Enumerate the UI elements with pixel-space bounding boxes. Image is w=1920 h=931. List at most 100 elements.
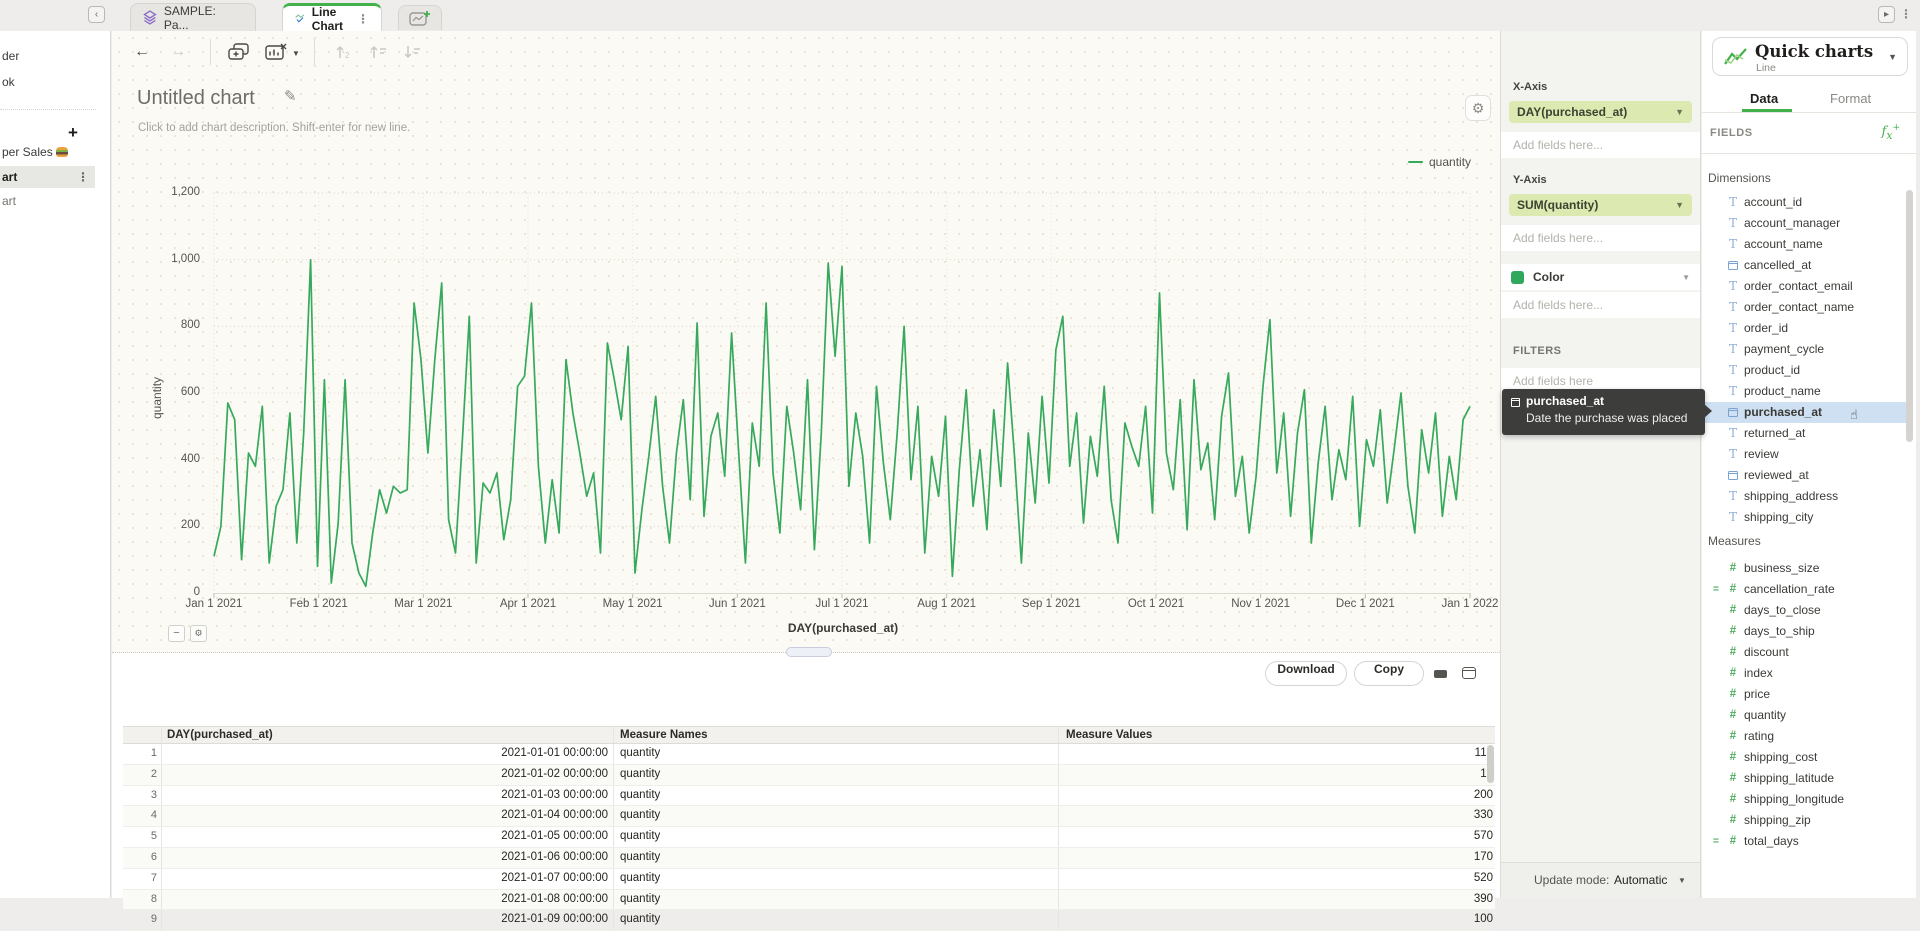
field-item-rating[interactable]: #rating: [1702, 726, 1907, 747]
field-item-index[interactable]: #index: [1702, 663, 1907, 684]
table-row[interactable]: 72021-01-07 00:00:00quantity520: [123, 869, 1495, 890]
field-item-product_name[interactable]: Tproduct_name: [1702, 381, 1907, 402]
corner-menu-icon[interactable]: ⋮: [1900, 7, 1912, 21]
field-item-cancellation_rate[interactable]: =#cancellation_rate: [1702, 579, 1907, 600]
add-calculation-icon[interactable]: fx+: [1882, 123, 1900, 142]
cell-measure-name: quantity: [620, 747, 660, 759]
chevron-down-icon[interactable]: ▼: [1682, 273, 1690, 282]
sidebar-item-clipped-1[interactable]: der: [2, 49, 19, 63]
field-item-returned_at[interactable]: Treturned_at: [1702, 423, 1907, 444]
chart-settings-button[interactable]: ⚙: [1465, 95, 1491, 121]
color-section-row[interactable]: Color ▼: [1501, 264, 1700, 290]
field-item-days_to_ship[interactable]: #days_to_ship: [1702, 621, 1907, 642]
cell-date: 2021-01-09 00:00:00: [163, 913, 608, 925]
table-row[interactable]: 42021-01-04 00:00:00quantity330: [123, 806, 1495, 827]
field-item-shipping_address[interactable]: Tshipping_address: [1702, 486, 1907, 507]
collapse-table-icon[interactable]: [1434, 670, 1447, 678]
fields-scrollbar-thumb[interactable]: [1906, 190, 1913, 442]
chart-title[interactable]: Untitled chart: [137, 87, 255, 110]
field-item-days_to_close[interactable]: #days_to_close: [1702, 600, 1907, 621]
cell-date: 2021-01-02 00:00:00: [163, 768, 608, 780]
table-scrollbar-thumb[interactable]: [1487, 745, 1494, 783]
field-item-account_name[interactable]: Taccount_name: [1702, 234, 1907, 255]
col-header-measure-names[interactable]: Measure Names: [620, 729, 708, 741]
y-axis-field-pill[interactable]: SUM(quantity) ▼: [1509, 194, 1692, 216]
table-row[interactable]: 92021-01-09 00:00:00quantity100: [123, 910, 1495, 931]
field-item-business_size[interactable]: #business_size: [1702, 558, 1907, 579]
field-item-shipping_zip[interactable]: #shipping_zip: [1702, 810, 1907, 831]
text-field-icon: T: [1726, 192, 1740, 213]
undo-icon[interactable]: ←: [134, 43, 150, 61]
chevron-down-icon[interactable]: ▼: [1678, 876, 1686, 885]
collapse-sidebar-icon[interactable]: ‹: [88, 6, 105, 23]
tab-workbook[interactable]: SAMPLE: Pa...: [130, 3, 256, 31]
field-item-shipping_city[interactable]: Tshipping_city: [1702, 507, 1907, 528]
chart-type-caret-icon[interactable]: ▼: [292, 49, 300, 58]
divider-drag-handle[interactable]: [786, 647, 832, 657]
sidebar-item-active-chart[interactable]: art ⋮: [0, 166, 95, 188]
field-item-review[interactable]: Treview: [1702, 444, 1907, 465]
tab-format[interactable]: Format: [1830, 91, 1871, 106]
field-item-discount[interactable]: #discount: [1702, 642, 1907, 663]
chart-options-button[interactable]: ⚙: [190, 625, 207, 642]
field-name: payment_cycle: [1744, 339, 1824, 360]
redo-icon[interactable]: →: [170, 43, 186, 61]
table-row[interactable]: 22021-01-02 00:00:00quantity10: [123, 765, 1495, 786]
update-mode-value[interactable]: Automatic: [1614, 873, 1667, 887]
x-axis-field-pill[interactable]: DAY(purchased_at) ▼: [1509, 101, 1692, 123]
table-row[interactable]: 82021-01-08 00:00:00quantity390: [123, 890, 1495, 911]
tab-data[interactable]: Data: [1750, 91, 1778, 106]
sidebar-item-dataset[interactable]: per Sales: [2, 145, 68, 159]
line-chart-plot[interactable]: [205, 185, 1480, 599]
maximize-table-icon[interactable]: [1462, 667, 1476, 679]
table-row[interactable]: 32021-01-03 00:00:00quantity200: [123, 786, 1495, 807]
tab-line-chart[interactable]: Line Chart ⋮: [282, 3, 382, 31]
field-item-product_id[interactable]: Tproduct_id: [1702, 360, 1907, 381]
field-item-reviewed_at[interactable]: reviewed_at: [1702, 465, 1907, 486]
cell-measure-name: quantity: [620, 851, 660, 863]
add-page-button[interactable]: +: [68, 123, 78, 143]
cell-measure-name: quantity: [620, 913, 660, 925]
color-add-fields-drop[interactable]: Add fields here...: [1501, 292, 1700, 318]
expand-panel-icon[interactable]: ▸: [1878, 6, 1895, 23]
field-item-payment_cycle[interactable]: Tpayment_cycle: [1702, 339, 1907, 360]
x-tick-label: Aug 1 2021: [900, 598, 994, 610]
quick-charts-selector[interactable]: Quick charts Line ▼: [1712, 37, 1908, 76]
field-item-order_contact_email[interactable]: Torder_contact_email: [1702, 276, 1907, 297]
col-header-measure-values[interactable]: Measure Values: [1066, 729, 1152, 741]
chevron-down-icon[interactable]: ▼: [1675, 101, 1684, 123]
field-item-total_days[interactable]: =#total_days: [1702, 831, 1907, 852]
x-axis-add-fields-drop[interactable]: Add fields here...: [1501, 132, 1700, 158]
chevron-down-icon[interactable]: ▼: [1675, 194, 1684, 216]
table-row[interactable]: 52021-01-05 00:00:00quantity570: [123, 827, 1495, 848]
field-item-purchased_at[interactable]: purchased_at☝: [1702, 402, 1907, 423]
field-item-account_id[interactable]: Taccount_id: [1702, 192, 1907, 213]
sidebar-divider: [0, 109, 96, 110]
tab-menu-icon[interactable]: ⋮: [357, 12, 369, 26]
duplicate-element-icon[interactable]: [227, 42, 251, 62]
field-item-order_id[interactable]: Torder_id: [1702, 318, 1907, 339]
download-button[interactable]: Download: [1265, 661, 1347, 686]
sidebar-item-clipped-2[interactable]: ok: [2, 75, 15, 89]
chevron-down-icon[interactable]: ▼: [1888, 52, 1897, 62]
sidebar-item-menu-icon[interactable]: ⋮: [77, 166, 89, 188]
field-item-cancelled_at[interactable]: cancelled_at: [1702, 255, 1907, 276]
field-item-shipping_cost[interactable]: #shipping_cost: [1702, 747, 1907, 768]
copy-button[interactable]: Copy: [1354, 661, 1424, 686]
edit-title-icon[interactable]: ✎: [284, 87, 297, 105]
field-item-account_manager[interactable]: Taccount_manager: [1702, 213, 1907, 234]
field-item-order_contact_name[interactable]: Torder_contact_name: [1702, 297, 1907, 318]
table-row[interactable]: 12021-01-01 00:00:00quantity110: [123, 744, 1495, 765]
table-row[interactable]: 62021-01-06 00:00:00quantity170: [123, 848, 1495, 869]
field-item-shipping_longitude[interactable]: #shipping_longitude: [1702, 789, 1907, 810]
col-header-date[interactable]: DAY(purchased_at): [167, 729, 273, 741]
delete-chart-icon[interactable]: [264, 42, 288, 62]
chart-description-placeholder[interactable]: Click to add chart description. Shift-en…: [138, 122, 410, 134]
new-page-button[interactable]: [398, 5, 442, 30]
y-axis-add-fields-drop[interactable]: Add fields here...: [1501, 225, 1700, 251]
field-item-quantity[interactable]: #quantity: [1702, 705, 1907, 726]
sidebar-item-chart-2[interactable]: art: [2, 194, 16, 208]
collapse-chart-button[interactable]: −: [168, 625, 185, 642]
field-item-price[interactable]: #price: [1702, 684, 1907, 705]
field-item-shipping_latitude[interactable]: #shipping_latitude: [1702, 768, 1907, 789]
